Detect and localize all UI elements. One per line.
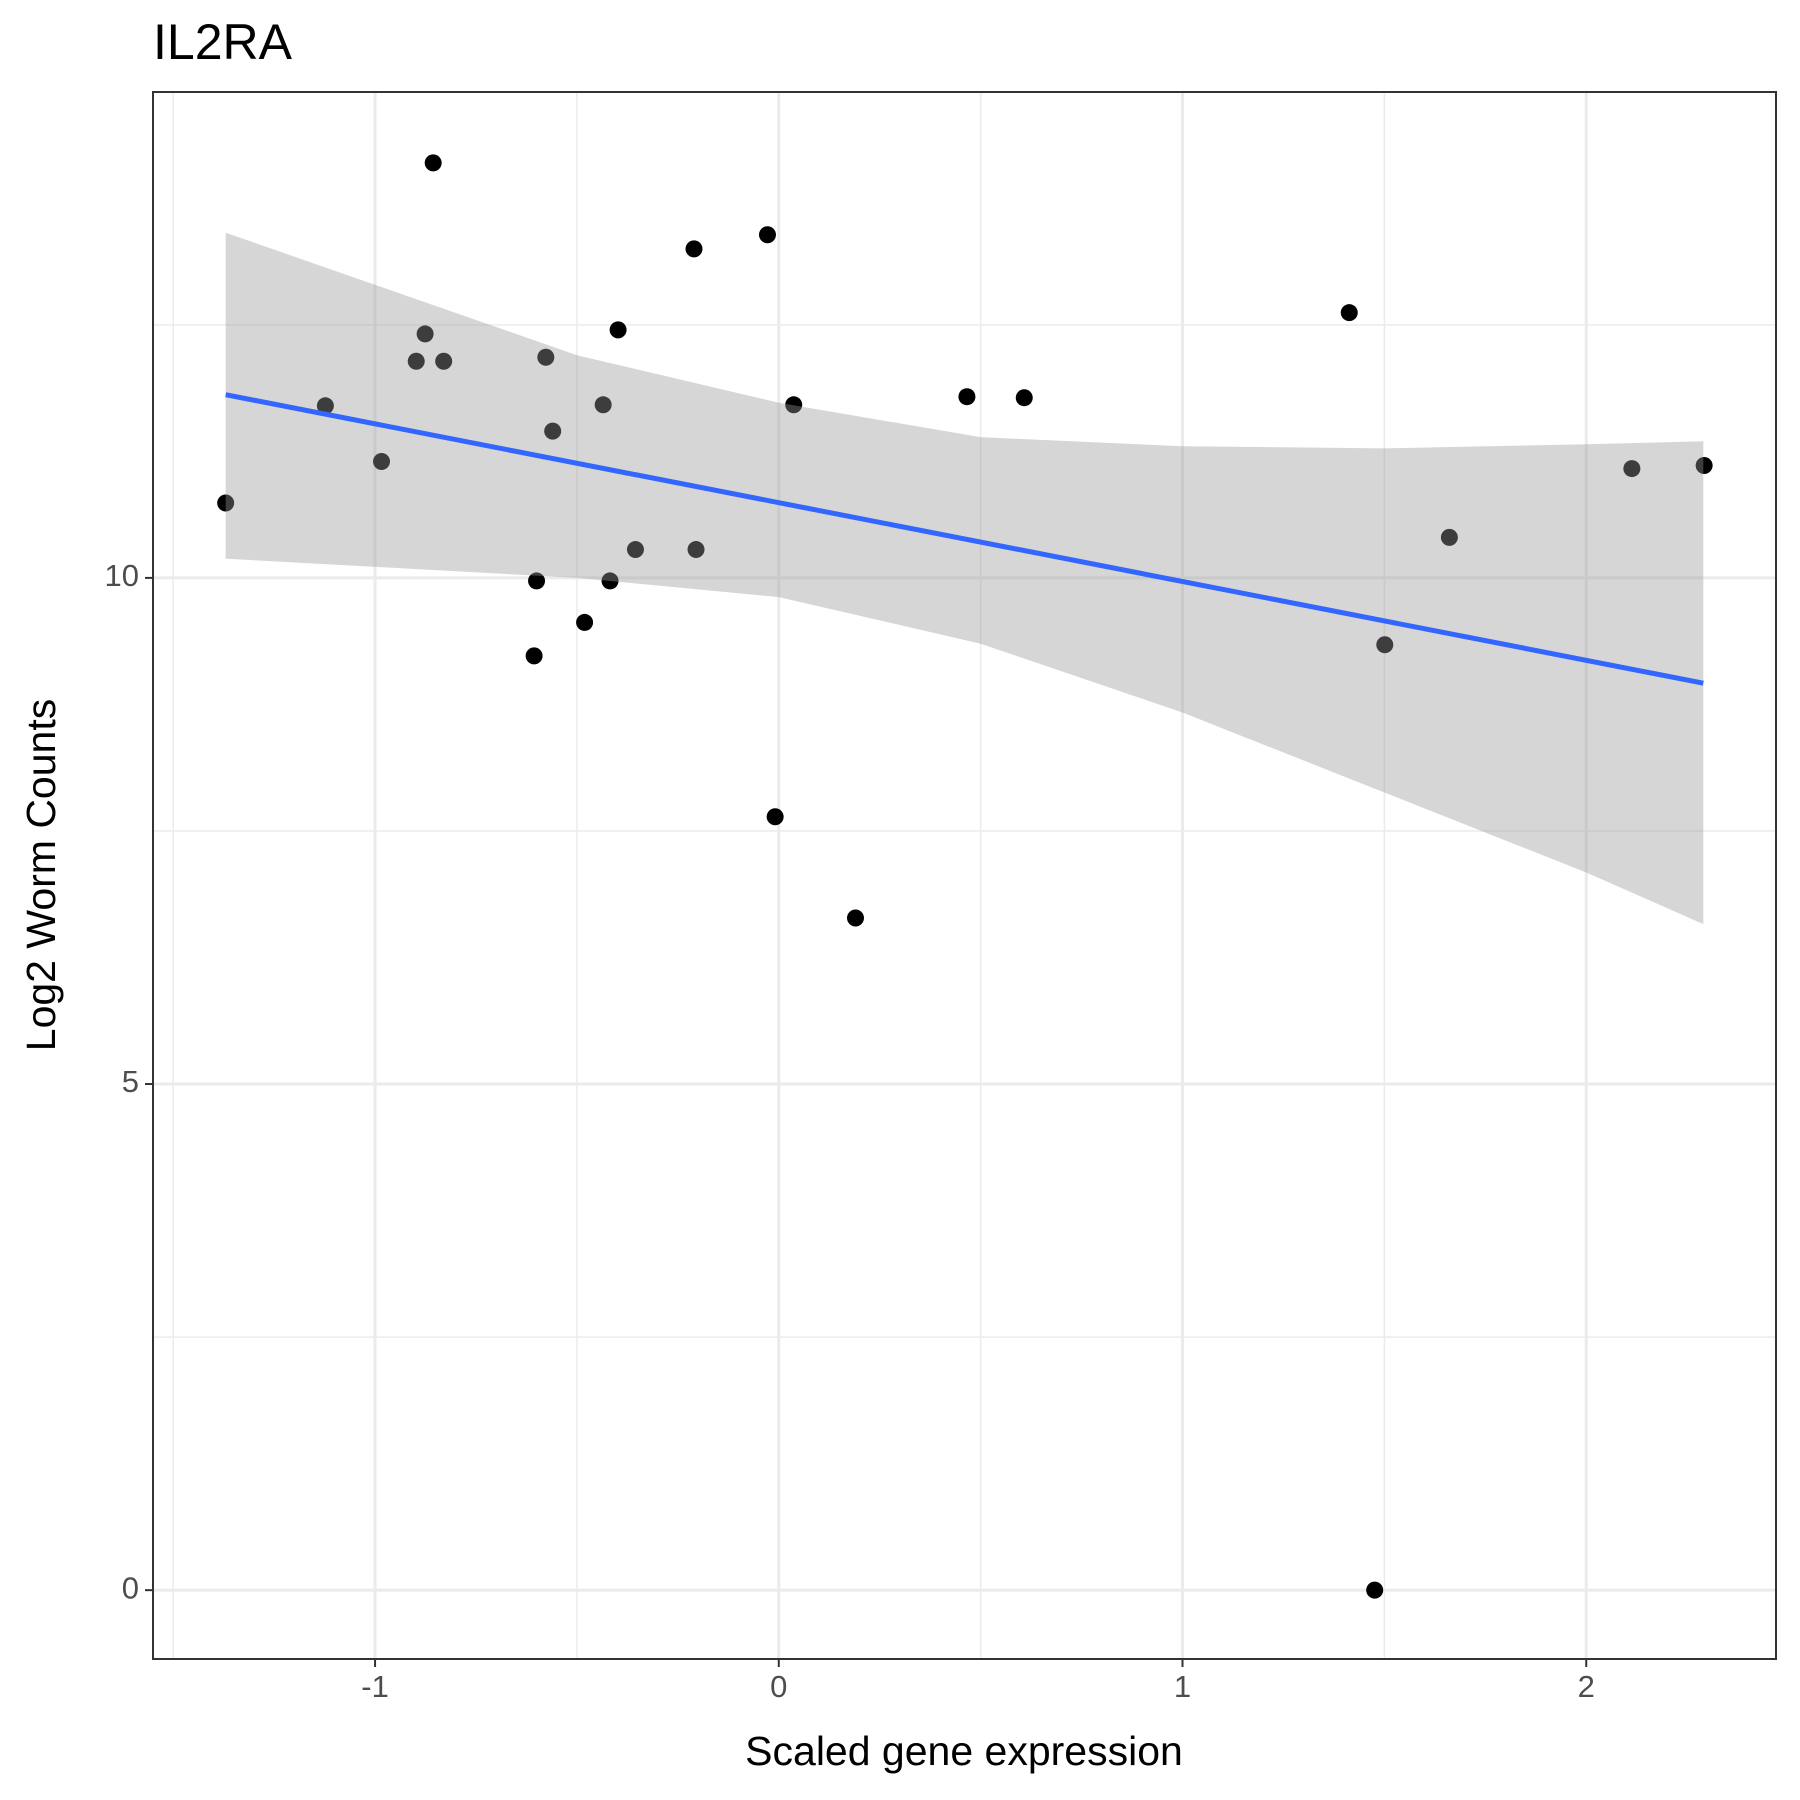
- point: [576, 613, 594, 631]
- chart-title: IL2RA: [153, 14, 293, 70]
- point: [609, 321, 627, 339]
- y-tick-label: 10: [105, 558, 139, 593]
- point: [1015, 389, 1033, 407]
- x-tick-label: 1: [1174, 1669, 1191, 1704]
- point: [544, 422, 562, 440]
- point: [1366, 1581, 1384, 1599]
- y-axis-title: Log2 Worm Counts: [18, 699, 64, 1051]
- x-tick-label: 0: [770, 1669, 787, 1704]
- point: [1376, 636, 1394, 654]
- point: [846, 909, 864, 927]
- x-tick-label: -1: [361, 1669, 389, 1704]
- confidence-band: [225, 232, 1704, 925]
- point: [1695, 457, 1713, 475]
- point: [435, 352, 453, 370]
- point: [626, 541, 644, 559]
- point: [525, 647, 543, 665]
- y-tick-label: 5: [122, 1064, 139, 1099]
- point: [1623, 460, 1641, 478]
- point: [758, 226, 776, 244]
- point: [958, 388, 976, 406]
- point: [407, 352, 425, 370]
- point: [528, 572, 546, 590]
- panel-border: [152, 91, 1777, 1660]
- point: [537, 348, 555, 366]
- point: [424, 154, 442, 172]
- point: [685, 240, 703, 258]
- point: [1340, 304, 1358, 322]
- x-axis-title: Scaled gene expression: [745, 1728, 1183, 1774]
- point: [785, 396, 803, 414]
- point: [687, 541, 705, 559]
- point: [416, 325, 434, 343]
- point: [1440, 528, 1458, 546]
- point: [601, 572, 619, 590]
- point: [594, 396, 612, 414]
- point: [217, 494, 235, 512]
- fit-line: [225, 392, 1704, 686]
- point: [373, 452, 391, 470]
- point: [766, 808, 784, 826]
- x-tick-label: 2: [1578, 1669, 1595, 1704]
- y-tick-label: 0: [122, 1570, 139, 1605]
- point: [316, 397, 334, 415]
